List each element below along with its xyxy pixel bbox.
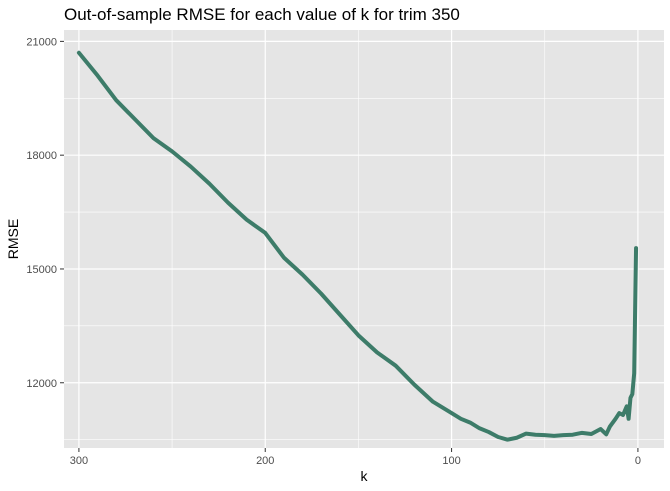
y-tick-label: 18000 bbox=[26, 150, 57, 162]
x-tick-label: 0 bbox=[635, 455, 641, 467]
chart-title: Out-of-sample RMSE for each value of k f… bbox=[64, 5, 460, 24]
y-tick-label: 21000 bbox=[26, 36, 57, 48]
x-axis: 300 200 100 0 bbox=[70, 448, 641, 467]
y-axis: 12000 15000 18000 21000 bbox=[26, 36, 64, 390]
y-tick-label: 15000 bbox=[26, 264, 57, 276]
x-tick-label: 200 bbox=[256, 455, 274, 467]
plot-panel bbox=[64, 30, 664, 448]
grid-lines bbox=[64, 30, 664, 448]
y-axis-title: RMSE bbox=[5, 219, 21, 259]
x-axis-title: k bbox=[361, 468, 369, 484]
x-tick-label: 100 bbox=[442, 455, 460, 467]
rmse-series-line bbox=[76, 50, 639, 442]
y-tick-label: 12000 bbox=[26, 378, 57, 390]
x-tick-label: 300 bbox=[70, 455, 88, 467]
